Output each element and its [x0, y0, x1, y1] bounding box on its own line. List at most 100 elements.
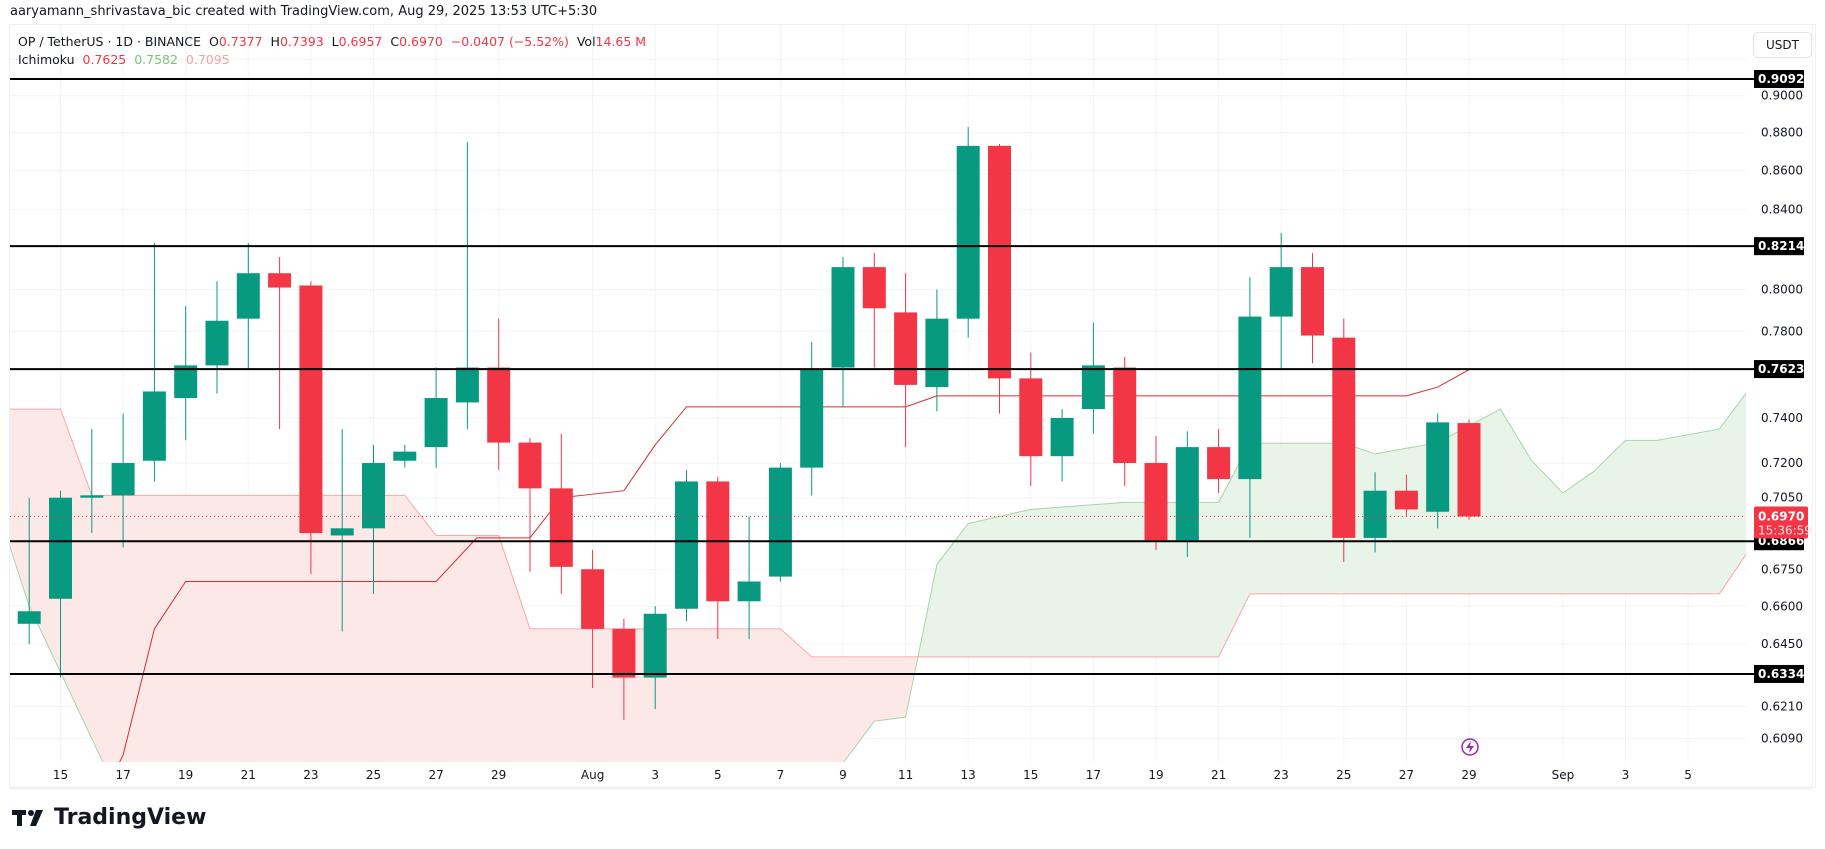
- ichimoku-cloud-segment: [808, 654, 813, 762]
- ichimoku-cloud-segment: [129, 495, 133, 762]
- ichimoku-cloud-segment: [764, 628, 769, 762]
- chart-credit: aaryamann_shrivastava_bic created with T…: [10, 4, 598, 19]
- time-axis-tick-label: 11: [898, 768, 913, 782]
- candle-up: [768, 463, 792, 582]
- time-axis-tick-label: Aug: [581, 768, 604, 782]
- tradingview-logo[interactable]: TradingView: [12, 805, 206, 830]
- ichimoku-cloud-segment: [1519, 439, 1523, 594]
- ichimoku-cloud-segment: [367, 495, 371, 762]
- ichimoku-cloud-segment: [204, 495, 209, 762]
- ichimoku-cloud-segment: [858, 656, 863, 743]
- ichimoku-cloud-segment: [1628, 440, 1633, 594]
- open-label: O: [209, 34, 219, 49]
- candle-body: [111, 463, 135, 496]
- candle-body: [549, 488, 573, 567]
- candle-body: [800, 369, 824, 468]
- price-axis-tick-label: 0.6210: [1761, 700, 1803, 714]
- ichimoku-cloud-segment: [1077, 505, 1082, 657]
- ichimoku-cloud-segment: [1481, 417, 1486, 594]
- ichimoku-cloud-segment: [116, 495, 121, 762]
- candle-down: [299, 281, 323, 575]
- ichimoku-cloud-segment: [1528, 455, 1533, 594]
- ichimoku-cloud-segment: [1537, 467, 1542, 594]
- ichimoku-cloud-segment: [786, 634, 791, 762]
- ichimoku-cloud-segment: [19, 409, 24, 587]
- ichimoku-cloud-segment: [1306, 443, 1310, 594]
- ichimoku-cloud-segment: [1237, 460, 1242, 619]
- ichimoku-cloud-segment: [692, 628, 697, 762]
- candle-body: [862, 267, 886, 309]
- ichimoku-legend-row[interactable]: Ichimoku 0.7625 0.7582 0.7095: [18, 51, 646, 69]
- ichimoku-cloud-segment: [1578, 479, 1583, 594]
- ichimoku-cloud-segment: [1099, 504, 1104, 657]
- ichimoku-cloud-segment: [1509, 424, 1514, 594]
- ichimoku-cloud-segment: [486, 535, 490, 762]
- candle-down: [894, 273, 918, 448]
- ichimoku-cloud-segment: [1393, 449, 1398, 594]
- ichimoku-cloud-segment: [292, 495, 296, 762]
- ichimoku-cloud-segment: [1694, 433, 1698, 594]
- ichimoku-cloud-segment: [580, 628, 584, 762]
- ichimoku-cloud-segment: [1224, 484, 1229, 645]
- ichimoku-cloud-segment: [680, 628, 684, 762]
- ichimoku-cloud-segment: [288, 495, 293, 762]
- candle-up: [205, 281, 229, 394]
- candle-up: [236, 242, 260, 370]
- ichimoku-cloud-segment: [965, 523, 969, 657]
- ichimoku-cloud-segment: [893, 656, 897, 719]
- ichimoku-cloud-segment: [1675, 436, 1680, 594]
- ichimoku-cloud-segment: [295, 495, 299, 762]
- ichimoku-cloud-segment: [389, 495, 393, 762]
- ichimoku-cloud-segment: [448, 535, 453, 762]
- ichimoku-cloud-segment: [727, 628, 731, 762]
- ichimoku-cloud-segment: [1622, 440, 1626, 594]
- ichimoku-cloud-segment: [1, 409, 5, 528]
- ichimoku-cloud-segment: [357, 495, 362, 762]
- price-level-label: 0.8214: [1758, 239, 1804, 253]
- candle-body: [988, 145, 1011, 379]
- ichimoku-cloud-segment: [1644, 440, 1648, 594]
- currency-button[interactable]: USDT: [1753, 32, 1812, 58]
- ichimoku-cloud-segment: [576, 628, 581, 762]
- ichimoku-cloud-segment: [279, 495, 284, 762]
- ichimoku-cloud-segment: [160, 495, 165, 762]
- ichimoku-cloud-segment: [1710, 430, 1714, 594]
- ichimoku-cloud-segment: [849, 656, 853, 755]
- ichimoku-cloud-segment: [836, 656, 841, 762]
- symbol-legend-row[interactable]: OP / TetherUS · 1D · BINANCE O0.7377 H0.…: [18, 33, 646, 51]
- candle-body: [393, 451, 417, 461]
- ichimoku-cloud-segment: [1052, 507, 1057, 657]
- last-price-badge: [1754, 506, 1808, 539]
- ichimoku-cloud-segment: [1105, 503, 1110, 657]
- ichimoku-value-3: 0.7095: [185, 52, 230, 67]
- ichimoku-cloud-segment: [1015, 512, 1019, 657]
- ichimoku-cloud-segment: [1748, 387, 1752, 552]
- ichimoku-cloud-segment: [1102, 503, 1107, 657]
- ichimoku-cloud-segment: [1728, 412, 1733, 580]
- ichimoku-cloud-segment: [91, 495, 96, 746]
- ichimoku-cloud-segment: [861, 656, 866, 738]
- high-value: 0.7393: [279, 34, 324, 49]
- candle-body: [455, 367, 479, 403]
- ichimoku-cloud-segment: [677, 628, 681, 762]
- candle-down: [1113, 356, 1137, 487]
- ichimoku-cloud-segment: [940, 556, 944, 657]
- ichimoku-cloud-segment: [1096, 504, 1101, 657]
- ichimoku-cloud-segment: [555, 628, 559, 762]
- ichimoku-cloud-segment: [1231, 472, 1235, 632]
- ichimoku-cloud-segment: [1606, 455, 1611, 594]
- ichimoku-cloud-segment: [414, 507, 418, 762]
- ichimoku-cloud-segment: [880, 656, 885, 721]
- ichimoku-cloud-segment: [1487, 414, 1492, 594]
- ichimoku-cloud-segment: [13, 409, 18, 567]
- ichimoku-cloud-segment: [1669, 437, 1673, 594]
- ichimoku-cloud-segment: [830, 656, 835, 762]
- ichimoku-cloud-segment: [113, 495, 118, 762]
- ichimoku-cloud-segment: [990, 517, 994, 657]
- ichimoku-cloud-segment: [38, 409, 43, 633]
- ichimoku-cloud-segment: [1453, 432, 1457, 594]
- volume-value: 14.65 M: [595, 34, 647, 49]
- candle-up: [675, 469, 698, 622]
- ichimoku-cloud-segment: [1706, 430, 1711, 594]
